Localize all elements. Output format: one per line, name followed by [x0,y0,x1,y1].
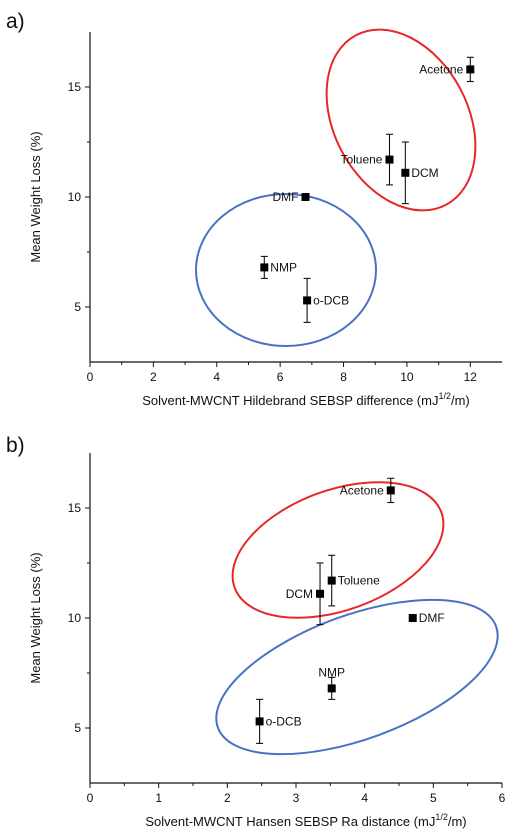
x-axis-title-main: Solvent-MWCNT Hildebrand SEBSP differenc… [142,393,438,408]
point-label-acetone: Acetone [340,483,384,497]
data-point-acetone [466,65,475,74]
x-tick-label: 1 [155,791,162,805]
panel-a-chart: a) 0 2 4 6 8 10 12 5 10 15 Mean Weight Loss (%) Solv… [6,10,502,408]
x-tick-label: 8 [340,370,347,384]
data-point-nmp [327,684,336,693]
y-tick-label: 5 [74,300,81,314]
x-tick-label: 12 [464,370,478,384]
data-point-dmf [301,193,310,201]
y-axis-title: Mean Weight Loss (%) [28,552,43,683]
group-ellipse-red [231,481,445,619]
point-label-o-dcb: o-DCB [266,714,302,728]
group-ellipse-blue [195,193,377,347]
x-axis-title-sup: 1/2 [438,391,451,401]
point-label-dmf: DMF [419,611,445,625]
y-tick-label: 10 [68,190,82,204]
x-axis-title-sup: 1/2 [435,812,448,822]
x-tick-label: 0 [87,370,94,384]
x-tick-label: 0 [87,791,94,805]
point-label-toluene: Toluene [340,153,382,167]
x-tick-label: 2 [224,791,231,805]
y-tick-label: 5 [74,721,81,735]
y-axis-title: Mean Weight Loss (%) [28,131,43,262]
point-label-dcm: DCM [411,166,438,180]
panel-label-b: b) [6,434,25,457]
y-tick-label: 15 [68,80,82,94]
panel-b-chart: b) 0 1 2 3 4 5 6 5 10 15 Mean Weight Loss (%) Solven… [6,434,506,829]
panel-label-a: a) [6,10,25,33]
group-ellipse-blue [215,598,499,756]
x-axis-title-main: Solvent-MWCNT Hansen SEBSP Ra distance (… [145,814,435,829]
point-label-dmf: DMF [273,190,299,204]
x-axis-title: Solvent-MWCNT Hildebrand SEBSP differenc… [142,391,470,408]
data-point-acetone [386,486,395,495]
y-tick-label: 15 [68,501,82,515]
x-tick-label: 6 [499,791,506,805]
data-point-dcm [316,589,325,598]
point-label-nmp: NMP [270,260,297,274]
data-point-toluene [385,155,394,164]
x-tick-label: 4 [213,370,220,384]
x-tick-label: 3 [293,791,300,805]
x-axis-title-end: /m) [451,393,470,408]
x-axis-title: Solvent-MWCNT Hansen SEBSP Ra distance (… [145,812,466,829]
x-tick-label: 10 [400,370,414,384]
data-point-dcm [401,168,410,177]
point-label-toluene: Toluene [338,574,380,588]
y-tick-label: 10 [68,611,82,625]
data-point-o-dcb [255,717,264,726]
point-label-o-dcb: o-DCB [313,293,349,307]
x-tick-label: 6 [277,370,284,384]
point-label-dcm: DCM [286,587,313,601]
group-ellipse-red [325,28,477,212]
x-tick-label: 4 [361,791,368,805]
point-label-acetone: Acetone [419,62,463,76]
x-axis-title-end: /m) [448,814,467,829]
data-point-dmf [408,614,417,622]
x-tick-label: 2 [150,370,157,384]
x-tick-label: 5 [430,791,437,805]
point-label-nmp: NMP [318,665,345,679]
data-point-nmp [260,263,269,272]
data-point-toluene [327,576,336,585]
data-point-o-dcb [303,296,312,305]
